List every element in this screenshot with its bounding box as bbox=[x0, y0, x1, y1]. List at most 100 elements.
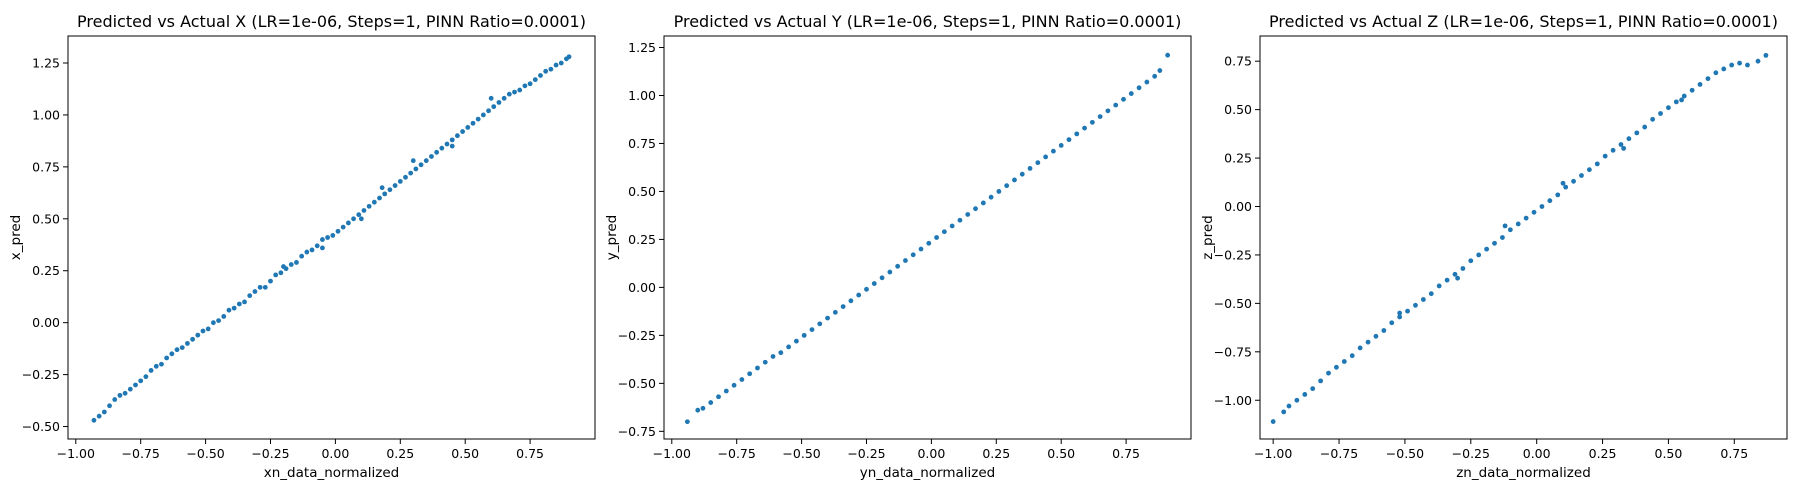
chart-z-point-14 bbox=[1381, 328, 1387, 333]
chart-x-point-90 bbox=[558, 60, 564, 66]
chart-x-point-87 bbox=[543, 68, 549, 74]
chart-x-point-69 bbox=[449, 137, 455, 143]
chart-z-point-59 bbox=[1737, 60, 1742, 66]
chart-z-xtick-label-6: 0.50 bbox=[1655, 446, 1683, 461]
chart-z-ytick-label-5: 0.25 bbox=[1224, 151, 1252, 166]
chart-x-point-89 bbox=[553, 62, 559, 68]
chart-y-point-55 bbox=[1113, 102, 1119, 108]
chart-y-point-59 bbox=[1144, 79, 1150, 85]
chart-x-point-65 bbox=[429, 154, 434, 159]
chart-y-point-35 bbox=[957, 217, 963, 223]
chart-z-point-61 bbox=[1755, 58, 1761, 64]
chart-z-point-30 bbox=[1507, 227, 1513, 233]
chart-z-point-32 bbox=[1523, 215, 1529, 221]
chart-x-point-24 bbox=[216, 318, 221, 323]
chart-x-point-8 bbox=[133, 382, 138, 388]
chart-y-point-18 bbox=[825, 315, 830, 321]
chart-z-point-3 bbox=[1294, 397, 1300, 403]
chart-x-point-68 bbox=[444, 141, 450, 147]
chart-y-point-22 bbox=[856, 292, 862, 298]
chart-z-point-19 bbox=[1420, 297, 1426, 302]
chart-y-ytick-label-5: 0.50 bbox=[628, 184, 656, 199]
chart-x-point-95 bbox=[358, 216, 364, 222]
chart-y-ytick-label-6: 0.75 bbox=[628, 136, 656, 151]
chart-z-point-44 bbox=[1618, 142, 1624, 147]
chart-x-point-51 bbox=[356, 212, 362, 218]
chart-x-point-77 bbox=[491, 104, 497, 110]
chart-z-point-67 bbox=[1621, 145, 1627, 151]
chart-x-point-50 bbox=[351, 216, 356, 222]
chart-x-ytick-label-6: 1.00 bbox=[32, 107, 60, 122]
chart-x-point-58 bbox=[392, 183, 398, 188]
chart-x-point-27 bbox=[231, 305, 237, 311]
chart-y-title: Predicted vs Actual Y (LR=1e-06, Steps=1… bbox=[674, 12, 1182, 31]
chart-x-xtick-label-0: −1.00 bbox=[57, 446, 95, 461]
chart-z-point-24 bbox=[1460, 266, 1466, 271]
chart-y-point-3 bbox=[708, 400, 714, 405]
chart-x-point-18 bbox=[185, 341, 190, 346]
chart-z-point-27 bbox=[1484, 246, 1490, 252]
chart-x-point-42 bbox=[309, 247, 315, 253]
chart-z-point-41 bbox=[1594, 161, 1600, 167]
chart-y-xtick-label-3: −0.25 bbox=[847, 446, 885, 461]
chart-y-point-29 bbox=[910, 252, 916, 258]
chart-z-point-55 bbox=[1705, 76, 1711, 82]
chart-x-point-57 bbox=[387, 187, 393, 193]
chart-z-point-57 bbox=[1721, 66, 1727, 72]
chart-x-point-38 bbox=[288, 262, 294, 267]
chart-z-ylabel: z_pred bbox=[1200, 215, 1216, 260]
chart-z-point-7 bbox=[1326, 370, 1331, 376]
chart-z-point-22 bbox=[1444, 277, 1450, 283]
chart-x-ytick-label-4: 0.50 bbox=[32, 211, 60, 226]
chart-z-point-37 bbox=[1563, 184, 1569, 190]
chart-z-ytick-label-1: −0.75 bbox=[1214, 344, 1252, 359]
chart-y-xtick-label-4: 0.00 bbox=[917, 446, 945, 461]
chart-y-point-53 bbox=[1097, 114, 1103, 119]
chart-x-point-44 bbox=[320, 237, 325, 242]
chart-x-point-52 bbox=[361, 208, 367, 213]
chart-z-axes-frame bbox=[1259, 35, 1788, 440]
chart-y-point-28 bbox=[903, 258, 908, 263]
chart-z-point-62 bbox=[1763, 52, 1769, 58]
chart-z: Predicted vs Actual Z (LR=1e-06, Steps=1… bbox=[1200, 12, 1788, 481]
chart-x-point-33 bbox=[262, 284, 268, 290]
chart-z-point-29 bbox=[1500, 235, 1505, 240]
chart-z-point-47 bbox=[1642, 124, 1648, 130]
chart-x-point-31 bbox=[252, 289, 258, 294]
chart-y-point-60 bbox=[1152, 73, 1158, 79]
chart-z-point-11 bbox=[1357, 345, 1363, 351]
chart-y-point-54 bbox=[1105, 108, 1111, 114]
chart-z-point-23 bbox=[1452, 271, 1458, 277]
chart-y-xtick-label-5: 0.25 bbox=[982, 446, 1010, 461]
chart-z-xtick-label-3: −0.25 bbox=[1452, 446, 1490, 461]
chart-y-ytick-label-4: 0.25 bbox=[628, 232, 656, 247]
chart-x-point-20 bbox=[195, 332, 201, 338]
chart-x-xtick-label-3: −0.25 bbox=[251, 446, 289, 461]
chart-x-point-97 bbox=[410, 158, 416, 164]
chart-x-point-53 bbox=[366, 203, 372, 209]
chart-z-xtick-label-4: 0.00 bbox=[1523, 446, 1551, 461]
chart-y-point-40 bbox=[996, 189, 1002, 194]
chart-z-point-49 bbox=[1658, 111, 1663, 116]
chart-y-point-23 bbox=[864, 286, 869, 292]
chart-y-xtick-label-7: 0.75 bbox=[1112, 446, 1140, 461]
chart-z-point-31 bbox=[1515, 221, 1521, 227]
chart-z-point-18 bbox=[1413, 302, 1418, 308]
chart-y-point-25 bbox=[879, 275, 885, 281]
chart-z-point-13 bbox=[1373, 333, 1379, 339]
chart-z-point-60 bbox=[1745, 62, 1750, 68]
chart-y-point-15 bbox=[801, 332, 807, 338]
chart-y-point-13 bbox=[786, 344, 792, 350]
chart-x-point-84 bbox=[527, 81, 533, 87]
chart-z-point-2 bbox=[1286, 403, 1292, 409]
chart-y-point-6 bbox=[731, 382, 737, 388]
chart-z-point-63 bbox=[1397, 310, 1403, 316]
chart-z-point-65 bbox=[1502, 223, 1508, 229]
chart-y-ytick-label-8: 1.25 bbox=[628, 40, 656, 55]
chart-z-point-48 bbox=[1650, 116, 1656, 122]
chart-x-ytick-label-7: 1.25 bbox=[32, 56, 60, 71]
chart-x-point-0 bbox=[91, 417, 97, 423]
chart-y-point-50 bbox=[1074, 131, 1080, 137]
chart-x-point-43 bbox=[314, 243, 320, 249]
chart-z-point-40 bbox=[1586, 167, 1592, 173]
